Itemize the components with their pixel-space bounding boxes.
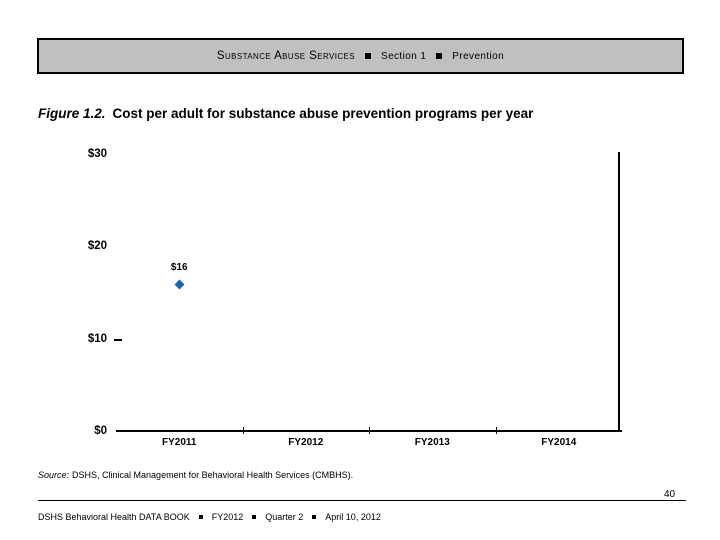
- data-point-label: $16: [170, 262, 188, 274]
- header-bar: Substance Abuse Services Section 1 Preve…: [37, 38, 684, 74]
- x-axis-tick-label: FY2013: [414, 437, 450, 448]
- source-note: Source: DSHS, Clinical Management for Beh…: [38, 470, 353, 480]
- footer-citation: DSHS Behavioral Health DATA BOOK FY2012 …: [38, 512, 381, 522]
- x-axis-tick-label: FY2012: [288, 437, 324, 448]
- header-topic: Prevention: [452, 50, 505, 62]
- y-axis-tick-mark: [114, 338, 122, 341]
- source-text: DSHS, Clinical Management for Behavioral…: [72, 470, 354, 480]
- y-axis-tick-label: $30: [87, 148, 107, 160]
- y-axis-tick-label: $0: [94, 425, 107, 437]
- header-section: Section 1: [381, 50, 427, 62]
- separator-square-icon: [365, 53, 371, 59]
- page-number: 40: [664, 489, 676, 500]
- x-axis-tick-mark: [369, 427, 370, 434]
- figure-title: Figure 1.2. Cost per adult for substance …: [38, 106, 533, 121]
- header-title: Substance Abuse Services: [216, 50, 355, 62]
- footer-date: April 10, 2012: [325, 512, 381, 522]
- footer-book: DSHS Behavioral Health DATA BOOK: [38, 512, 190, 522]
- separator-square-icon: [436, 53, 443, 59]
- figure-number: Figure 1.2.: [38, 106, 106, 121]
- footer-quarter: Quarter 2: [265, 512, 304, 522]
- separator-square-icon: [198, 515, 203, 519]
- y-axis-tick-label: $10: [87, 332, 107, 345]
- x-axis-tick-mark: [496, 427, 497, 434]
- footer-fiscal-year: FY2012: [211, 512, 244, 522]
- figure-title-text: Cost per adult for substance abuse preve…: [112, 106, 534, 121]
- source-prefix: Source:: [38, 470, 70, 480]
- footer-rule: [38, 500, 686, 501]
- x-axis-tick-label: FY2014: [541, 437, 577, 448]
- separator-square-icon: [252, 515, 257, 519]
- x-axis-tick-label: FY2011: [162, 437, 197, 448]
- y-axis-tick-label: $20: [87, 240, 107, 253]
- right-axis-line: [618, 152, 620, 432]
- data-point-marker: [174, 279, 185, 290]
- x-axis-tick-mark: [243, 427, 244, 434]
- separator-square-icon: [312, 515, 317, 519]
